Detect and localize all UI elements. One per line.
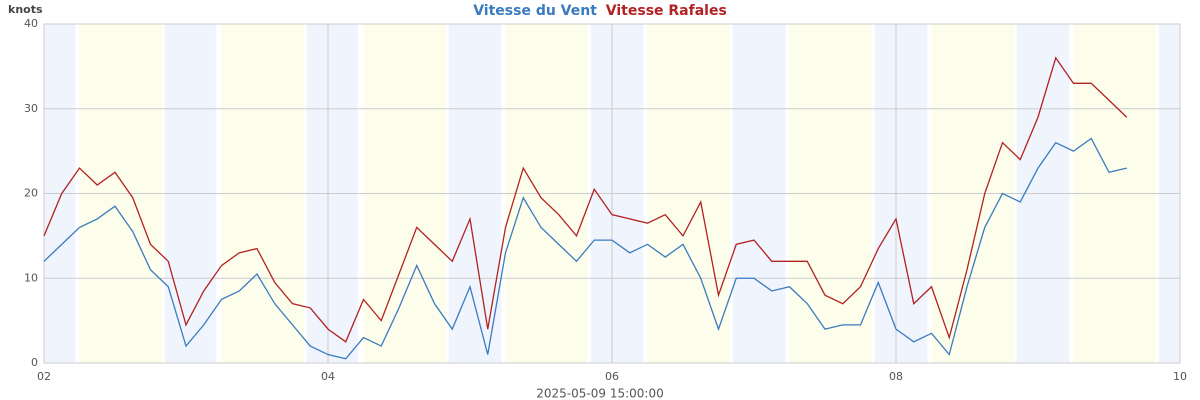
x-tick-label: 08 xyxy=(889,370,903,383)
series-line xyxy=(43,56,1128,343)
series-line xyxy=(43,137,1127,360)
x-tick-label: 04 xyxy=(321,370,335,383)
x-axis-label: 2025-05-09 15:00:00 xyxy=(536,387,663,400)
x-tick-label: 02 xyxy=(37,370,51,383)
y-tick-label: 30 xyxy=(24,102,38,115)
y-tick-label: 0 xyxy=(31,356,38,369)
y-axis-label: knots xyxy=(8,3,43,16)
legend-entry: Vitesse du Vent xyxy=(473,3,597,19)
y-tick-label: 10 xyxy=(24,271,38,284)
y-tick-label: 20 xyxy=(24,187,38,200)
x-tick-label: 10 xyxy=(1173,370,1187,383)
chart-title: Vitesse du Vent Vitesse Rafales xyxy=(473,3,727,19)
y-tick-label: 40 xyxy=(24,17,38,30)
legend-entry: Vitesse Rafales xyxy=(606,3,727,19)
x-tick-label: 06 xyxy=(605,370,619,383)
